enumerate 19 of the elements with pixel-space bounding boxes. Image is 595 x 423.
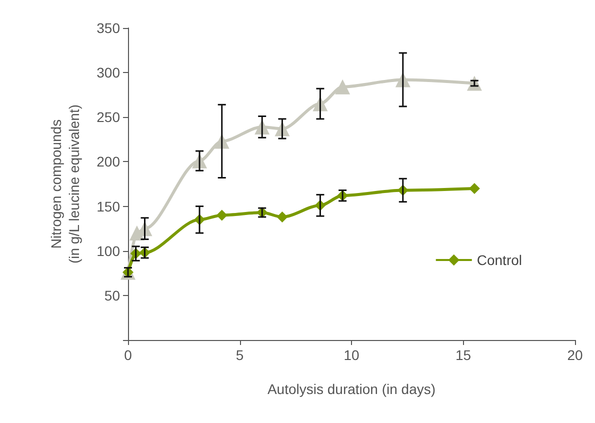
x-tick-label: 10 — [344, 347, 360, 363]
point — [276, 211, 288, 222]
y-axis-title: Nitrogen compounds (in g/L leucine equivalent) — [48, 104, 82, 264]
x-tick-label: 5 — [236, 347, 244, 363]
y-tick-label: 300 — [96, 64, 120, 81]
x-tick-label: 20 — [567, 347, 583, 363]
y-tick-label: 100 — [96, 242, 120, 259]
x-tick-label: 0 — [124, 347, 132, 363]
point — [335, 79, 350, 94]
y-tick-label: 150 — [96, 198, 120, 214]
legend-label: Control — [476, 252, 522, 268]
y-tick-label: 350 — [96, 20, 120, 36]
point — [468, 182, 480, 194]
y-tick-label: 50 — [104, 287, 120, 304]
y-tick-label: 200 — [96, 154, 120, 170]
y-tick-label: 250 — [96, 109, 120, 126]
x-axis-title: Autolysis duration (in days) — [267, 381, 436, 397]
x-tick-label: 15 — [455, 347, 472, 363]
point — [216, 210, 228, 221]
